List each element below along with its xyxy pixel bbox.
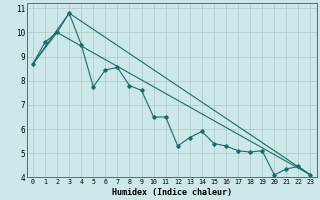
X-axis label: Humidex (Indice chaleur): Humidex (Indice chaleur)	[112, 188, 232, 197]
